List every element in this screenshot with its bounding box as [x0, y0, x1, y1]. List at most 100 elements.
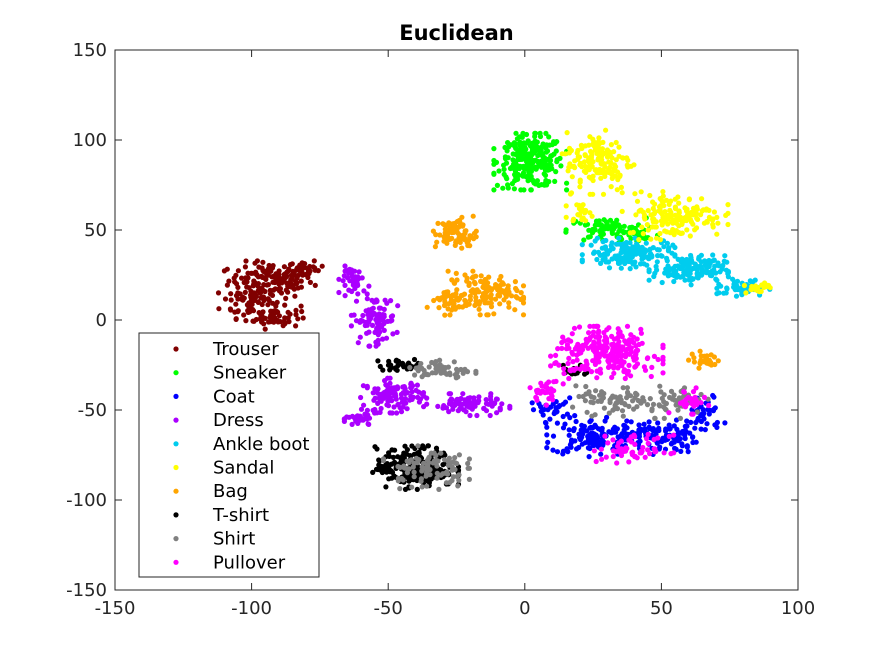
data-point	[697, 271, 703, 277]
data-point	[682, 435, 688, 442]
data-point	[415, 394, 421, 400]
data-point	[606, 167, 612, 173]
data-point	[583, 169, 589, 175]
data-point	[725, 202, 731, 208]
data-point	[609, 374, 615, 380]
data-point	[452, 372, 458, 378]
data-point	[441, 294, 447, 300]
data-point	[693, 385, 699, 391]
data-point	[708, 352, 714, 358]
data-point	[228, 307, 234, 313]
data-point	[424, 304, 430, 310]
data-point	[262, 326, 268, 332]
data-point	[643, 240, 649, 246]
data-point	[445, 471, 451, 477]
data-point	[370, 390, 376, 396]
data-point	[582, 143, 589, 149]
data-point	[276, 268, 282, 274]
data-point	[513, 130, 519, 136]
data-point	[570, 359, 576, 365]
data-point	[454, 287, 460, 293]
data-point	[710, 408, 717, 414]
data-point	[543, 130, 549, 136]
data-point	[605, 364, 612, 370]
data-point	[357, 334, 363, 340]
data-point	[222, 296, 229, 302]
y-tick-label: -50	[78, 400, 107, 421]
data-point	[656, 402, 662, 408]
data-point	[646, 419, 652, 425]
data-point	[493, 396, 500, 402]
data-point	[611, 370, 617, 376]
data-point	[419, 464, 425, 470]
data-point	[544, 424, 550, 430]
data-point	[386, 450, 392, 456]
data-point	[576, 393, 582, 400]
data-point	[558, 163, 564, 169]
legend-marker	[173, 417, 179, 423]
data-point	[506, 144, 512, 150]
data-point	[452, 306, 458, 312]
data-point	[295, 316, 301, 322]
data-point	[620, 228, 626, 234]
data-point	[466, 465, 472, 471]
data-point	[693, 419, 699, 426]
data-point	[683, 429, 689, 435]
data-point	[504, 176, 510, 182]
data-point	[415, 443, 421, 449]
data-point	[356, 269, 362, 275]
data-point	[615, 443, 621, 449]
data-point	[647, 396, 653, 402]
data-point	[499, 401, 505, 407]
data-point	[420, 390, 427, 396]
data-point	[295, 285, 301, 291]
data-point	[377, 363, 383, 370]
data-point	[618, 397, 624, 403]
data-point	[617, 360, 623, 366]
data-point	[257, 290, 263, 296]
data-point	[626, 459, 632, 465]
data-point	[364, 416, 370, 422]
data-point	[678, 448, 684, 454]
data-point	[619, 408, 626, 414]
legend-label: Sandal	[213, 458, 274, 479]
data-point	[637, 261, 644, 267]
data-point	[675, 407, 681, 413]
data-point	[426, 454, 432, 460]
data-point	[692, 227, 698, 233]
data-point	[652, 415, 658, 421]
data-point	[231, 275, 237, 281]
data-point	[473, 234, 479, 240]
data-point	[626, 256, 632, 262]
data-point	[411, 474, 417, 480]
data-point	[661, 244, 667, 250]
data-point	[450, 459, 456, 465]
data-point	[646, 255, 652, 262]
data-point	[600, 252, 607, 258]
data-point	[538, 404, 544, 410]
data-point	[610, 220, 616, 226]
data-point	[398, 395, 405, 401]
data-point	[235, 284, 241, 290]
data-point	[492, 296, 499, 302]
data-point	[592, 422, 598, 428]
data-point	[633, 363, 639, 369]
data-point	[371, 397, 377, 403]
data-point	[442, 226, 448, 232]
x-tick-label: -50	[373, 598, 402, 619]
data-point	[636, 422, 642, 428]
data-point	[364, 296, 370, 302]
data-point	[505, 185, 511, 191]
data-point	[251, 318, 257, 324]
data-point	[606, 159, 612, 165]
data-point	[605, 250, 611, 256]
data-point	[517, 163, 523, 169]
data-point	[756, 289, 763, 295]
data-point	[508, 293, 515, 299]
data-point	[641, 254, 647, 261]
legend-label: Coat	[213, 386, 255, 407]
data-point	[710, 224, 716, 230]
data-point	[652, 446, 658, 452]
data-point	[698, 391, 704, 398]
data-point	[454, 277, 460, 283]
